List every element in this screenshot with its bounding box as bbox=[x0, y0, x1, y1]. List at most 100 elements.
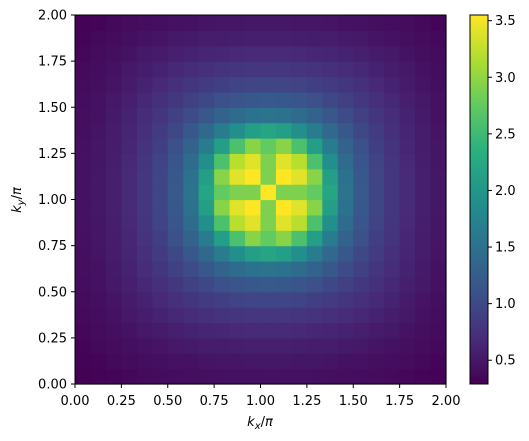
heatmap-cell bbox=[353, 45, 370, 62]
heatmap-cell bbox=[245, 91, 262, 108]
heatmap-cell bbox=[245, 337, 262, 354]
heatmap-cell bbox=[183, 107, 200, 124]
heatmap-cell bbox=[337, 76, 354, 93]
heatmap-cell bbox=[229, 368, 246, 385]
x-tick-label: 0.25 bbox=[107, 394, 136, 409]
heatmap-cell bbox=[275, 214, 293, 231]
heatmap-cell bbox=[121, 76, 138, 93]
heatmap-cell bbox=[105, 245, 122, 262]
heatmap-cell bbox=[75, 276, 92, 293]
heatmap-cell bbox=[353, 91, 370, 108]
heatmap-cell bbox=[275, 368, 293, 385]
heatmap-cell bbox=[90, 353, 107, 370]
heatmap-cell bbox=[337, 122, 354, 139]
heatmap-cell bbox=[306, 91, 323, 108]
heatmap-cell bbox=[214, 214, 231, 231]
heatmap-cell bbox=[214, 122, 231, 139]
heatmap-cell bbox=[384, 307, 401, 324]
heatmap-cell bbox=[337, 153, 354, 170]
heatmap-cell bbox=[229, 107, 246, 124]
heatmap-cell bbox=[167, 214, 184, 231]
heatmap-cell bbox=[353, 261, 370, 277]
heatmap-cell bbox=[214, 245, 231, 262]
heatmap-cell bbox=[167, 45, 184, 62]
heatmap-cell bbox=[353, 276, 370, 293]
heatmap-cell bbox=[121, 91, 138, 108]
heatmap-cell bbox=[384, 15, 401, 31]
heatmap-cell bbox=[415, 76, 432, 93]
heatmap-cell bbox=[337, 307, 354, 324]
heatmap-cell bbox=[353, 61, 370, 78]
heatmap-cell bbox=[214, 261, 231, 277]
heatmap-cell bbox=[430, 230, 447, 247]
heatmap-cell bbox=[152, 45, 169, 62]
heatmap-cell bbox=[214, 15, 231, 31]
heatmap-cell bbox=[152, 122, 169, 139]
heatmap-cell bbox=[415, 261, 432, 277]
heatmap-cell bbox=[167, 261, 184, 277]
heatmap-cell bbox=[214, 91, 231, 108]
heatmap-cell bbox=[399, 15, 416, 31]
heatmap-cell bbox=[90, 91, 107, 108]
heatmap-cell bbox=[152, 230, 169, 247]
heatmap-cell bbox=[322, 138, 339, 154]
heatmap-cell bbox=[430, 291, 447, 308]
heatmap-cell bbox=[399, 368, 416, 385]
heatmap-cell bbox=[415, 368, 432, 385]
heatmap-cell bbox=[167, 368, 184, 385]
heatmap-cell bbox=[245, 214, 262, 231]
heatmap-cell bbox=[275, 322, 293, 339]
heatmap-cell bbox=[384, 245, 401, 262]
y-tick-label: 1.25 bbox=[38, 147, 67, 162]
heatmap-cell bbox=[75, 322, 92, 339]
heatmap-cell bbox=[415, 91, 432, 108]
x-tick-label: 1.75 bbox=[385, 394, 414, 409]
heatmap-cell bbox=[430, 245, 447, 262]
heatmap-cell bbox=[322, 276, 339, 293]
heatmap-cell bbox=[337, 91, 354, 108]
heatmap-cell bbox=[105, 61, 122, 78]
heatmap-cell bbox=[353, 368, 370, 385]
heatmap-cell bbox=[337, 337, 354, 354]
heatmap-cell bbox=[353, 230, 370, 247]
heatmap-cell bbox=[430, 122, 447, 139]
heatmap-cell bbox=[306, 261, 323, 277]
heatmap-cell bbox=[275, 30, 293, 47]
heatmap-cell bbox=[275, 261, 293, 277]
heatmap-cell bbox=[260, 261, 277, 277]
heatmap-cell bbox=[167, 138, 184, 154]
heatmap-cell bbox=[105, 276, 122, 293]
heatmap-cell bbox=[415, 322, 432, 339]
colorbar-tick-label: 3.5 bbox=[495, 14, 516, 29]
heatmap-cell bbox=[384, 30, 401, 47]
heatmap-cell bbox=[430, 91, 447, 108]
heatmap-cell bbox=[167, 184, 184, 201]
heatmap-cell bbox=[75, 261, 92, 277]
heatmap-cell bbox=[322, 322, 339, 339]
heatmap-cell bbox=[136, 245, 153, 262]
heatmap-cell bbox=[353, 168, 370, 185]
heatmap-cell bbox=[183, 322, 200, 339]
heatmap-cell bbox=[384, 122, 401, 139]
heatmap-cell bbox=[415, 184, 432, 201]
heatmap-cell bbox=[306, 230, 323, 247]
heatmap-cell bbox=[337, 368, 354, 385]
heatmap-cell bbox=[229, 276, 246, 293]
heatmap-cell bbox=[121, 184, 138, 201]
heatmap-cell bbox=[260, 230, 277, 247]
heatmap-cell bbox=[430, 199, 447, 216]
heatmap-cell bbox=[384, 138, 401, 154]
heatmap-cell bbox=[353, 245, 370, 262]
heatmap-cell bbox=[214, 45, 231, 62]
heatmap-cell bbox=[90, 245, 107, 262]
heatmap-cell bbox=[353, 353, 370, 370]
heatmap-cell bbox=[322, 245, 339, 262]
heatmap-cell bbox=[322, 214, 339, 231]
heatmap-cell bbox=[75, 76, 92, 93]
x-tick-label: 1.50 bbox=[339, 394, 368, 409]
heatmap-cell bbox=[198, 353, 215, 370]
heatmap-cell bbox=[337, 353, 354, 370]
heatmap-cell bbox=[214, 276, 231, 293]
heatmap-cell bbox=[183, 337, 200, 354]
heatmap-cell bbox=[430, 307, 447, 324]
